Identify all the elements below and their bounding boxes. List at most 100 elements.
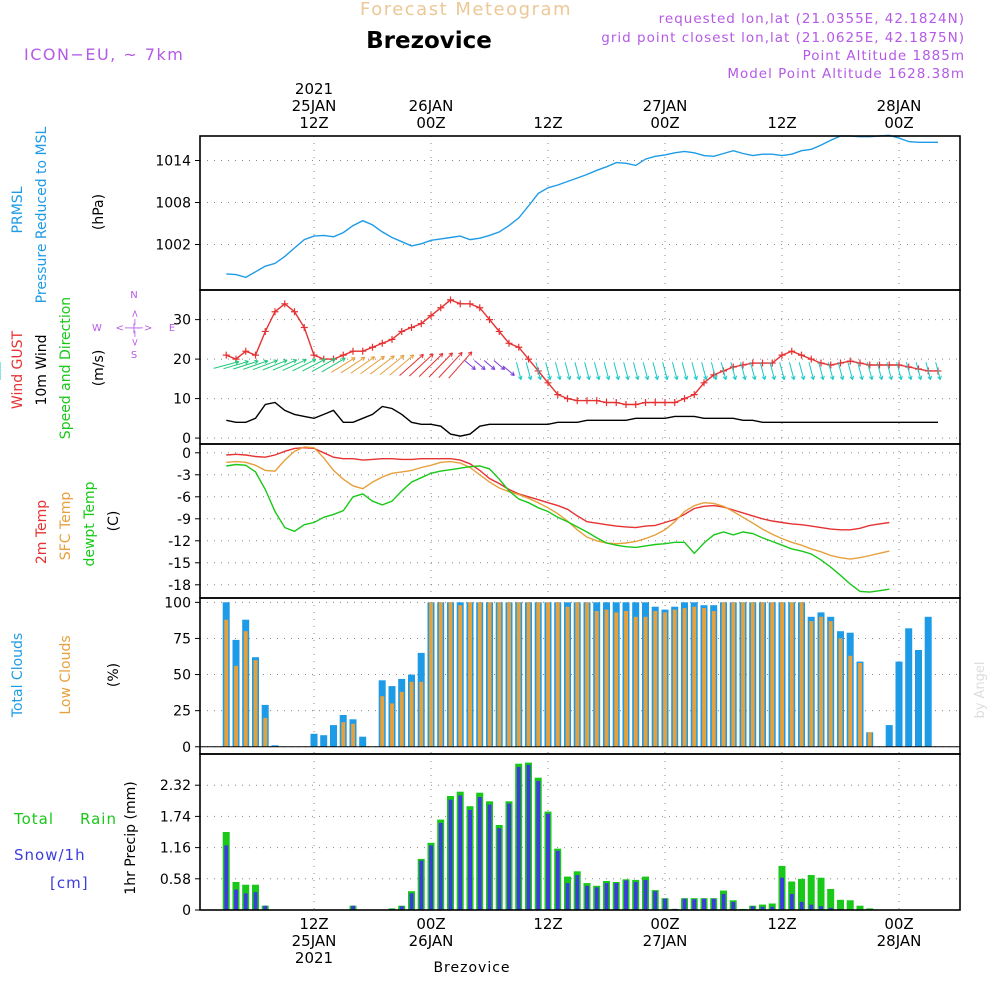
bar [263, 717, 268, 747]
wind-arrow [418, 353, 444, 377]
bar [682, 898, 687, 910]
wind-arrow-head [625, 375, 630, 380]
wind-arrow [282, 359, 307, 371]
gust-point [242, 347, 250, 355]
bar [419, 860, 424, 910]
wind-arrow-head [654, 375, 660, 380]
gust-point [495, 327, 503, 335]
wind-speed-dir-label: Speed and Direction [58, 297, 74, 439]
credit-label: by Angel [973, 661, 988, 718]
bar [380, 696, 385, 747]
top-tick-label: 25JAN [292, 97, 337, 115]
wind-arrow [464, 360, 476, 370]
gust-point [827, 361, 835, 369]
bar [692, 606, 697, 747]
wind-arrow [360, 355, 385, 375]
gust-point [544, 379, 552, 387]
bar [702, 898, 706, 910]
station-title: Brezovice [366, 28, 492, 54]
wind-arrow-head [664, 375, 669, 380]
bar [837, 899, 844, 910]
wind-arrow [438, 352, 463, 378]
wind-arrow [399, 354, 424, 377]
gust-point [690, 391, 698, 399]
series-line [226, 446, 890, 531]
gust-point [271, 308, 279, 316]
y-tick-label: 25 [173, 704, 191, 720]
bottom-tick-label: 28JAN [877, 932, 922, 950]
wind-arrow-head [898, 375, 903, 380]
bar [799, 602, 804, 747]
gust-point [583, 397, 591, 405]
wind-arrow-head [467, 351, 473, 356]
bottom-tick-label: 26JAN [409, 932, 454, 950]
info-line-3: Point Altitude 1885m [803, 48, 965, 64]
gust-point [222, 351, 230, 359]
gust-point [398, 327, 406, 335]
wind-arrow-head [878, 375, 884, 380]
bar [487, 602, 492, 747]
wind-arrow [749, 362, 756, 380]
bar [594, 611, 599, 747]
t2m-label: 2m Temp [34, 500, 50, 564]
gust-point [807, 355, 815, 363]
bar [770, 602, 775, 747]
series-line [226, 463, 890, 593]
wind-arrow-head [820, 375, 825, 380]
bar [253, 660, 258, 747]
bar [633, 616, 638, 747]
wind-arrow [350, 356, 375, 374]
bar [624, 880, 628, 910]
wind-10m-label: 10m Wind [34, 334, 50, 405]
wind-arrow [691, 362, 698, 380]
gust-point [369, 343, 376, 351]
bar [409, 893, 414, 910]
bar [310, 733, 318, 747]
bar [351, 905, 355, 910]
pressure-labels: PRMSL Pressure Reduced to MSL (hPa) [10, 126, 107, 303]
y-tick-label: -9 [177, 512, 191, 528]
bar [848, 655, 853, 747]
wind-arrow-head [409, 354, 415, 359]
wind-arrow-head [341, 357, 346, 362]
wind-arrow [642, 362, 649, 380]
bar [741, 602, 745, 747]
top-tick-label: 12Z [533, 114, 562, 132]
bar [789, 602, 794, 747]
bar [663, 898, 667, 910]
wind-arrow [730, 362, 737, 380]
gust-point [339, 351, 347, 359]
y-tick-label: 10 [173, 392, 191, 408]
gust-point [895, 361, 903, 369]
bar [672, 609, 677, 747]
wind-arrow-head [859, 375, 864, 380]
gust-point [622, 401, 630, 409]
wind-arrow [759, 362, 766, 380]
wind-arrow [915, 362, 922, 380]
panel-1: 1002 1008 1014 [155, 134, 961, 291]
panel-4: 0 25 50 75 100 [164, 595, 961, 756]
wind-arrow-head [683, 375, 689, 380]
wind-arrow-head [556, 375, 562, 380]
wind-arrow [681, 362, 688, 380]
info-line-4: Model Point Altitude 1628.38m [727, 66, 965, 82]
bar [565, 606, 570, 747]
wind-arrow-head [761, 375, 767, 380]
panel-5: 0 0.58 1.16 1.74 2.32 [160, 753, 961, 919]
bar [341, 722, 346, 747]
bar [243, 893, 248, 910]
bar [526, 764, 531, 910]
bottom-tick-label: 12Z [299, 915, 328, 933]
bar [526, 602, 531, 747]
gust-point [456, 300, 464, 308]
gust-point [798, 351, 805, 359]
wind-arrow [740, 362, 746, 380]
top-tick-label: 00Z [650, 114, 679, 132]
wind-arrow-head [810, 375, 816, 380]
bar [624, 611, 628, 747]
bar [536, 602, 541, 747]
bar [643, 879, 648, 910]
y-tick-label: 0.58 [160, 872, 191, 888]
bar [633, 882, 638, 910]
gust-point [681, 395, 688, 403]
